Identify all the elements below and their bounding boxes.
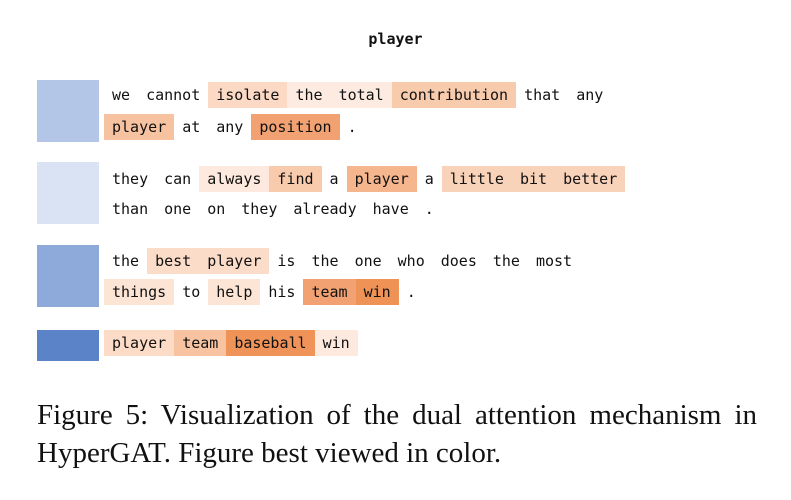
word-token: the bbox=[484, 248, 528, 274]
word-token: to bbox=[174, 279, 209, 305]
word-token: always bbox=[199, 166, 270, 192]
word-token: help bbox=[208, 279, 261, 305]
word-token: than bbox=[104, 196, 157, 222]
sentence-line: they can always find a player a little bit better bbox=[104, 166, 626, 192]
sentence-line: the best player is the one who does the most bbox=[104, 248, 581, 274]
sentence-line: things to help his team win. bbox=[104, 279, 424, 305]
word-token: bit bbox=[511, 166, 556, 192]
word-token: contribution bbox=[391, 82, 517, 108]
word-token: the bbox=[287, 82, 331, 108]
sentence-attention-square bbox=[37, 80, 99, 142]
word-token: things bbox=[104, 279, 175, 305]
word-token: most bbox=[527, 248, 581, 274]
word-token: his bbox=[260, 279, 304, 305]
word-token: a bbox=[321, 166, 347, 192]
sentence-line: than one on they already have. bbox=[104, 196, 442, 222]
sentence-line: player team baseball win bbox=[104, 330, 358, 356]
word-token: . bbox=[339, 114, 365, 140]
word-token: . bbox=[416, 196, 442, 222]
word-token: player bbox=[346, 166, 417, 192]
word-token: we bbox=[104, 82, 139, 108]
word-token: the bbox=[303, 248, 347, 274]
word-token: already bbox=[285, 196, 365, 222]
word-token: win bbox=[314, 330, 358, 356]
word-token: player bbox=[199, 248, 270, 274]
word-token: does bbox=[432, 248, 485, 274]
word-token: who bbox=[389, 248, 433, 274]
word-token: isolate bbox=[208, 82, 288, 108]
word-token: total bbox=[330, 82, 392, 108]
figure-query-word: player bbox=[368, 30, 423, 48]
word-token: that bbox=[516, 82, 569, 108]
word-token: baseball bbox=[226, 330, 315, 356]
word-token: one bbox=[156, 196, 200, 222]
word-token: win bbox=[355, 279, 399, 305]
sentence-attention-square bbox=[37, 245, 99, 307]
word-token: any bbox=[568, 82, 612, 108]
word-token: the bbox=[104, 248, 148, 274]
word-token: . bbox=[398, 279, 424, 305]
word-token: on bbox=[199, 196, 234, 222]
word-token: any bbox=[208, 114, 252, 140]
word-token: find bbox=[269, 166, 322, 192]
word-token: team bbox=[174, 330, 227, 356]
word-token: have bbox=[364, 196, 417, 222]
word-token: one bbox=[346, 248, 390, 274]
word-token: they bbox=[104, 166, 157, 192]
sentence-line: we cannot isolate the total contribution that a… bbox=[104, 82, 612, 108]
word-token: position bbox=[251, 114, 340, 140]
word-token: player bbox=[104, 330, 175, 356]
word-token: is bbox=[269, 248, 304, 274]
word-token: a bbox=[416, 166, 442, 192]
word-token: can bbox=[156, 166, 200, 192]
word-token: they bbox=[233, 196, 286, 222]
sentence-attention-square bbox=[37, 330, 99, 361]
word-token: little bbox=[441, 166, 512, 192]
word-token: player bbox=[104, 114, 175, 140]
word-token: at bbox=[174, 114, 209, 140]
word-token: best bbox=[147, 248, 200, 274]
word-token: better bbox=[555, 166, 626, 192]
sentence-attention-square bbox=[37, 162, 99, 224]
figure-caption: Figure 5: Visualization of the dual atte… bbox=[37, 399, 757, 469]
word-token: cannot bbox=[138, 82, 209, 108]
sentence-line: player at any position. bbox=[104, 114, 365, 140]
word-token: team bbox=[303, 279, 356, 305]
